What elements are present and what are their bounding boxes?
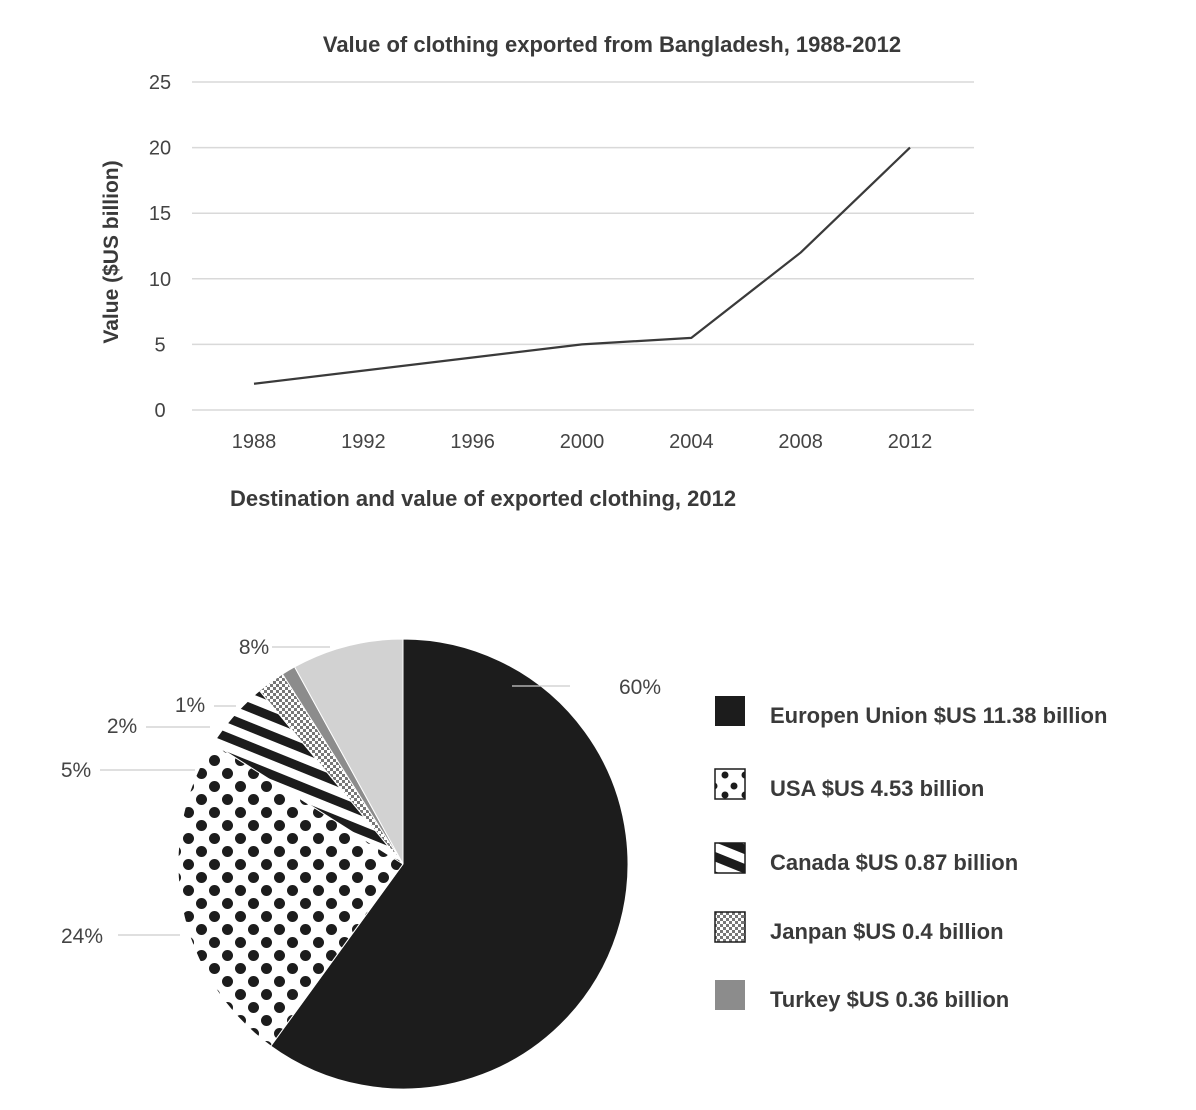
legend-swatch [714,911,746,943]
pie-slice [270,638,629,1090]
x-tick-labels: 1988 1992 1996 2000 2004 2008 2012 [232,431,933,453]
x-tick-label: 2008 [778,431,823,453]
pie-percent-labels: 60% 24% 5% 2% 1% 8% [61,636,661,948]
legend-entry: Canada $US 0.87 billion [770,850,1018,875]
pie-percent-label: 24% [61,925,103,948]
legend-swatch [714,768,746,800]
pie-percent-label: 1% [175,694,205,717]
y-tick-label: 0 [154,400,165,422]
pie-chart: Destination and value of exported clothi… [61,486,1107,1090]
x-tick-label: 1988 [232,431,277,453]
y-tick-labels: 0 5 10 15 20 25 [149,72,171,422]
y-tick-label: 5 [154,334,165,356]
x-tick-label: 2000 [560,431,605,453]
y-tick-label: 20 [149,138,171,160]
pie-percent-label: 8% [239,636,269,659]
series-line [253,146,911,385]
pie-slice [177,742,404,1047]
legend-swatch [715,980,745,1010]
y-tick-label: 25 [149,72,171,94]
x-tick-label: 2004 [669,431,714,453]
line-chart: Value of clothing exported from Banglade… [100,32,974,453]
line-chart-title: Value of clothing exported from Banglade… [323,32,901,57]
legend-entry: Europen Union $US 11.38 billion [770,703,1107,728]
x-tick-label: 2012 [888,431,933,453]
legend-swatch [715,696,745,726]
y-tick-label: 10 [149,269,171,291]
y-axis-label: Value ($US billion) [100,160,123,343]
series-lines [253,146,911,385]
pie-slices [177,638,629,1090]
legend-entry: Turkey $US 0.36 billion [770,987,1009,1012]
x-tick-label: 1996 [450,431,495,453]
pie-chart-title: Destination and value of exported clothi… [230,486,736,511]
legend-entry: Janpan $US 0.4 billion [770,919,1004,944]
y-tick-label: 15 [149,203,171,225]
gridlines [192,81,974,411]
legend-entry: USA $US 4.53 billion [770,776,984,801]
pie-percent-label: 5% [61,759,91,782]
pie-percent-label: 60% [619,676,661,699]
legend-swatch [714,842,746,874]
pie-percent-label: 2% [107,715,137,738]
x-tick-label: 1992 [341,431,386,453]
pie-slice [293,638,404,865]
legend: Europen Union $US 11.38 billion USA $US 4… [714,696,1107,1012]
